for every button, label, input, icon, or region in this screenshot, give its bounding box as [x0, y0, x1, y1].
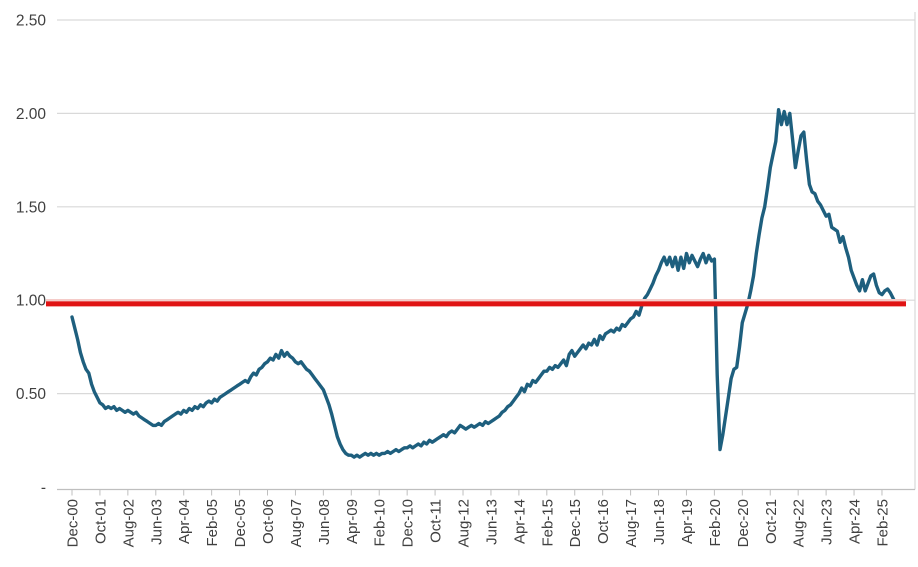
x-axis-tick-label: Apr-24 — [847, 499, 864, 544]
x-axis-tick-label: Oct-16 — [595, 499, 612, 544]
x-axis-tick-label: Dec-05 — [232, 499, 249, 547]
x-axis-tick-label: Aug-12 — [456, 499, 473, 547]
x-axis-tick-label: Dec-20 — [735, 499, 752, 547]
x-axis-tick-label: Jun-03 — [148, 499, 165, 545]
x-axis-tick-label: Jun-13 — [483, 499, 500, 545]
x-axis-tick-label: Feb-05 — [204, 499, 221, 547]
x-axis-tick-label: Dec-10 — [400, 499, 417, 547]
x-axis-tick-label: Aug-07 — [288, 499, 305, 547]
data-line — [70, 107, 898, 459]
x-axis-tick-label: Feb-10 — [372, 499, 389, 547]
x-axis-tick-label: Apr-04 — [176, 499, 193, 544]
x-axis-tick-label: Jun-23 — [819, 499, 836, 545]
y-axis-tick-label: 2.00 — [16, 106, 47, 123]
y-axis-tick-label: 1.50 — [16, 199, 47, 216]
y-axis-tick-label: 0.50 — [16, 386, 47, 403]
x-axis-tick-label: Dec-15 — [567, 499, 584, 547]
x-axis-tick-label: Aug-22 — [791, 499, 808, 547]
x-axis-tick-label: Apr-19 — [679, 499, 696, 544]
x-axis-tick-label: Feb-20 — [707, 499, 724, 547]
y-axis-tick-label: 1.00 — [16, 293, 47, 310]
x-axis-tick-label: Aug-02 — [120, 499, 137, 547]
x-axis-tick-label: Dec-00 — [65, 499, 82, 547]
x-axis-tick-label: Oct-11 — [428, 499, 445, 543]
y-axis-tick-label: - — [41, 480, 46, 497]
x-axis-tick-label: Jun-08 — [316, 499, 333, 545]
x-axis-tick-label: Aug-17 — [623, 499, 640, 547]
x-axis-tick-label: Jun-18 — [651, 499, 668, 545]
x-axis-tick-label: Oct-21 — [763, 499, 780, 544]
y-axis-tick-label: 2.50 — [16, 13, 47, 30]
x-axis-tick-label: Apr-09 — [344, 499, 361, 544]
x-axis-tick-label: Oct-06 — [260, 499, 277, 544]
x-axis-tick-label: Feb-15 — [539, 499, 556, 547]
x-axis-tick-label: Apr-14 — [511, 499, 528, 544]
x-axis-tick-label: Oct-01 — [92, 499, 109, 544]
x-axis-tick-label: Feb-25 — [874, 499, 891, 547]
